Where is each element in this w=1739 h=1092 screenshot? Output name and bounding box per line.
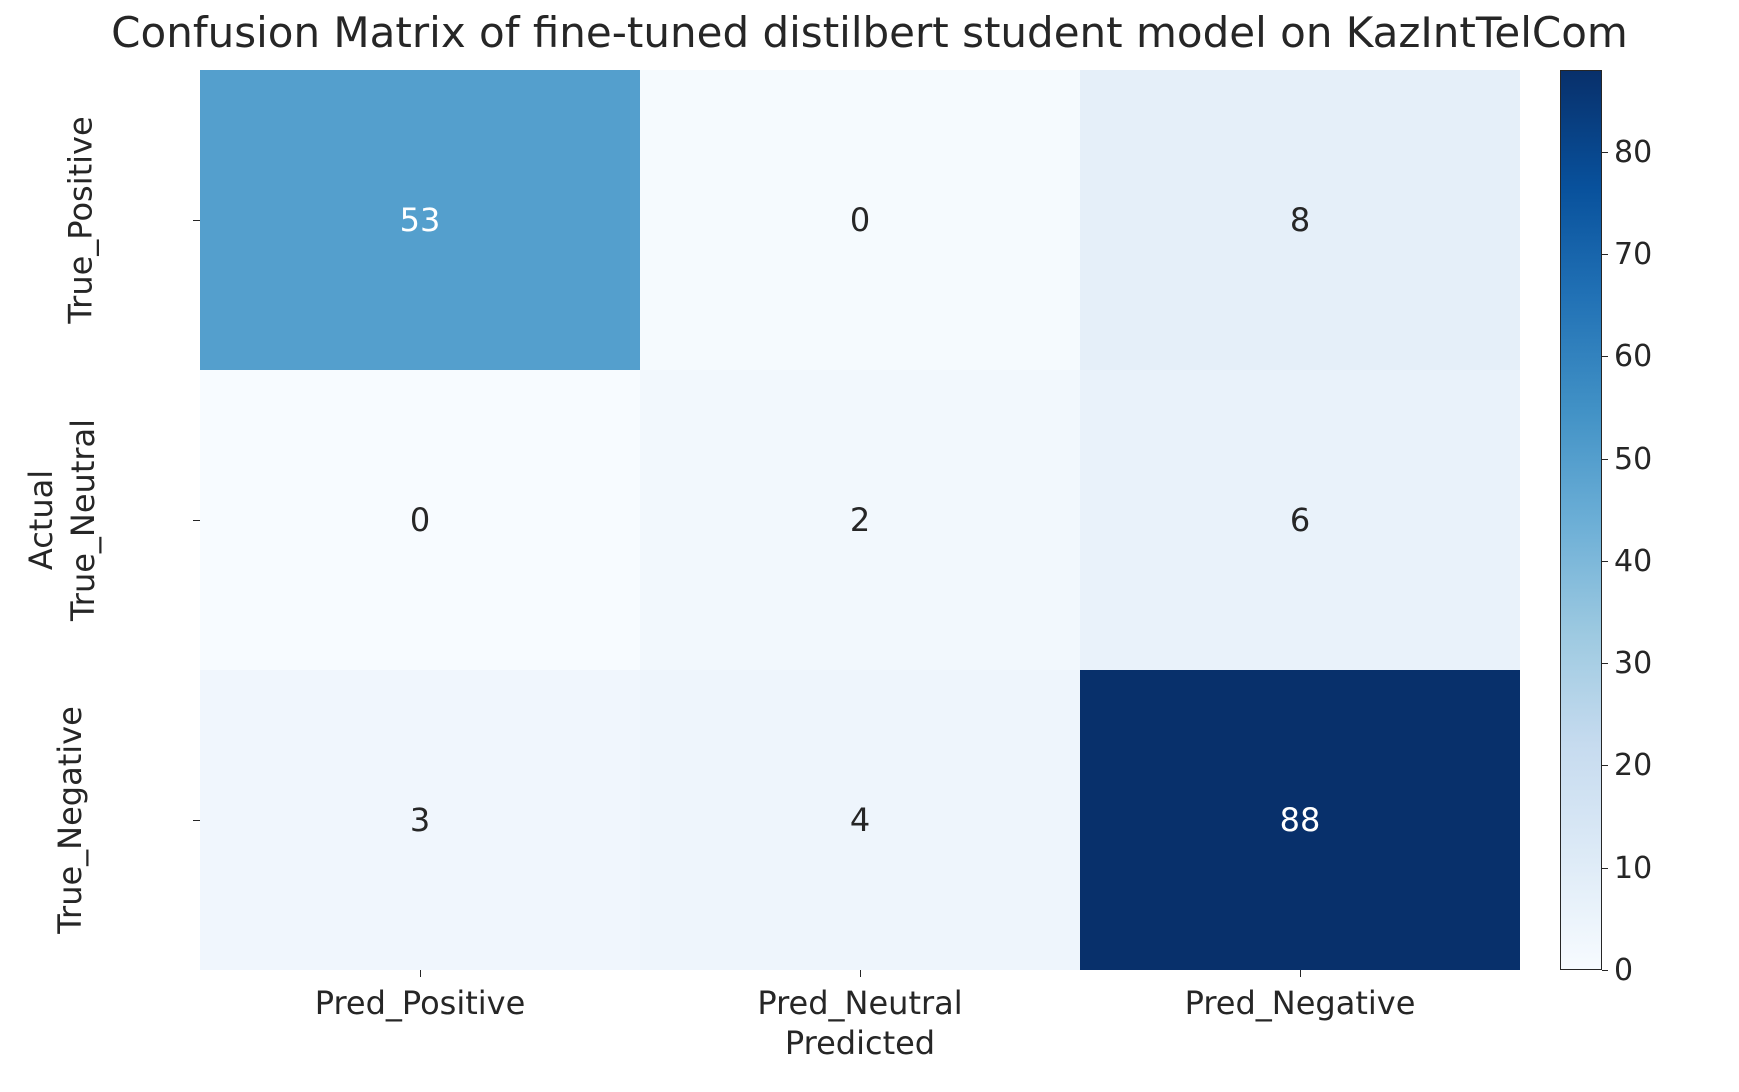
colorbar-tick-mark: [1602, 970, 1608, 971]
colorbar-tick-mark: [1602, 561, 1608, 562]
y-tick-mark: [193, 820, 200, 821]
x-tick-label: Pred_Negative: [1185, 984, 1416, 1022]
chart-title: Confusion Matrix of fine-tuned distilber…: [0, 8, 1739, 57]
x-tick-mark: [420, 970, 421, 977]
heatmap-cell: 2: [640, 370, 1080, 670]
colorbar-tick: 60: [1602, 339, 1652, 374]
colorbar-tick-mark: [1602, 868, 1608, 869]
heatmap-cell: 0: [200, 370, 640, 670]
colorbar: [1560, 70, 1602, 970]
colorbar-tick-label: 80: [1614, 135, 1652, 170]
x-tick-label: Pred_Positive: [315, 984, 526, 1022]
colorbar-tick-label: 70: [1614, 237, 1652, 272]
x-tick-mark: [1300, 970, 1301, 977]
colorbar-tick-mark: [1602, 356, 1608, 357]
heatmap-cell: 3: [200, 670, 640, 970]
colorbar-tick-label: 60: [1614, 339, 1652, 374]
colorbar-tick: 40: [1602, 544, 1652, 579]
colorbar-tick-mark: [1602, 459, 1608, 460]
y-tick-label: True_Negative: [0, 695, 184, 945]
heatmap-cell: 88: [1080, 670, 1520, 970]
colorbar-tick: 10: [1602, 851, 1652, 886]
colorbar-tick-label: 20: [1614, 748, 1652, 783]
heatmap-cell: 53: [200, 70, 640, 370]
colorbar-tick: 80: [1602, 135, 1652, 170]
colorbar-tick-label: 10: [1614, 851, 1652, 886]
colorbar-tick: 20: [1602, 748, 1652, 783]
figure: Confusion Matrix of fine-tuned distilber…: [0, 0, 1739, 1092]
y-tick-mark: [193, 220, 200, 221]
y-tick-mark: [193, 520, 200, 521]
colorbar-tick-mark: [1602, 152, 1608, 153]
colorbar-tick: 30: [1602, 646, 1652, 681]
colorbar-tick-mark: [1602, 663, 1608, 664]
colorbar-tick: 0: [1602, 953, 1633, 988]
colorbar-tick-mark: [1602, 765, 1608, 766]
x-tick-label: Pred_Neutral: [757, 984, 962, 1022]
colorbar-tick-label: 40: [1614, 544, 1652, 579]
heatmap-grid: 53080263488: [200, 70, 1520, 970]
heatmap-cell: 6: [1080, 370, 1520, 670]
heatmap-cell: 8: [1080, 70, 1520, 370]
heatmap-cell: 4: [640, 670, 1080, 970]
colorbar-tick: 50: [1602, 442, 1652, 477]
x-tick-mark: [860, 970, 861, 977]
colorbar-tick-label: 50: [1614, 442, 1652, 477]
colorbar-tick-label: 0: [1614, 953, 1633, 988]
colorbar-tick-mark: [1602, 254, 1608, 255]
y-tick-label: True_Positive: [0, 95, 184, 345]
colorbar-tick: 70: [1602, 237, 1652, 272]
x-axis-label: Predicted: [785, 1024, 935, 1062]
heatmap-cell: 0: [640, 70, 1080, 370]
y-tick-label: True_Neutral: [0, 395, 184, 645]
colorbar-tick-label: 30: [1614, 646, 1652, 681]
